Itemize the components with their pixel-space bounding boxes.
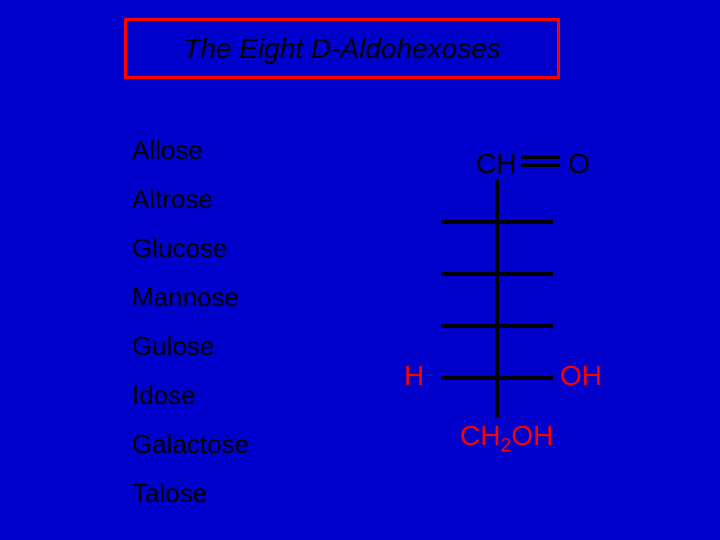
title-text: The Eight D-Aldohexoses bbox=[183, 33, 501, 65]
label-CH2OH: CH2OH bbox=[460, 420, 553, 452]
label-O-text: O bbox=[568, 148, 590, 179]
sugar-item: Galactose bbox=[132, 420, 249, 469]
sugar-list: AlloseAltroseGlucoseMannoseGuloseIdoseGa… bbox=[132, 126, 249, 518]
label-OH-text: OH bbox=[560, 360, 602, 391]
title-prefix: The Eight bbox=[183, 33, 311, 64]
label-OH: OH bbox=[560, 360, 602, 392]
label-CH2OH-sub: 2 bbox=[500, 435, 511, 457]
sugar-item: Talose bbox=[132, 469, 249, 518]
sugar-item: Allose bbox=[132, 126, 249, 175]
title-smallcaps: D bbox=[311, 33, 331, 64]
label-CH2OH-pre: CH bbox=[460, 420, 500, 451]
label-H: H bbox=[404, 360, 424, 392]
label-CH: CH bbox=[476, 148, 516, 180]
bond-lines bbox=[0, 0, 720, 540]
sugar-item: Glucose bbox=[132, 224, 249, 273]
slide-root: The Eight D-Aldohexoses AlloseAltroseGlu… bbox=[0, 0, 720, 540]
label-CH2OH-post: OH bbox=[511, 420, 553, 451]
sugar-item: Mannose bbox=[132, 273, 249, 322]
sugar-item: Idose bbox=[132, 371, 249, 420]
sugar-item: Altrose bbox=[132, 175, 249, 224]
title-box: The Eight D-Aldohexoses bbox=[124, 18, 560, 79]
label-O: O bbox=[568, 148, 590, 180]
label-CH-text: CH bbox=[476, 148, 516, 179]
title-suffix: -Aldohexoses bbox=[331, 33, 501, 64]
label-H-text: H bbox=[404, 360, 424, 391]
sugar-item: Gulose bbox=[132, 322, 249, 371]
